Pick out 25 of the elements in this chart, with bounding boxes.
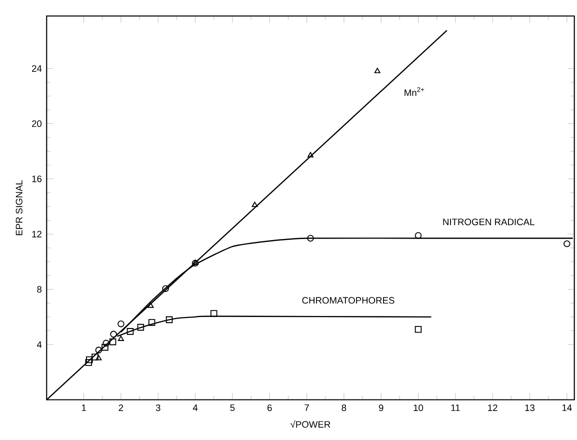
y-tick-label: 4 xyxy=(36,341,42,348)
x-tick-label: 13 xyxy=(525,404,535,412)
x-tick-label: 5 xyxy=(230,404,235,412)
y-tick-label: 16 xyxy=(32,176,42,182)
x-tick-label: 14 xyxy=(562,404,572,412)
x-tick-label: 7 xyxy=(304,404,309,412)
y-axis-title: EPR SIGNAL xyxy=(16,180,22,236)
y-tick-label: 12 xyxy=(32,230,42,238)
y-tick-label: 24 xyxy=(32,65,42,72)
x-tick-label: 4 xyxy=(192,404,198,412)
x-tick-label: 10 xyxy=(414,404,424,412)
series-label: CHROMATOPHORES xyxy=(302,297,394,304)
x-tick-label: 2 xyxy=(118,404,124,412)
x-axis-title: √POWER xyxy=(290,420,330,428)
x-tick-label: 6 xyxy=(268,404,272,412)
series-label: Mn$^{2+}$ xyxy=(404,87,424,96)
x-tick-label: 12 xyxy=(488,404,498,412)
y-tick-label: 8 xyxy=(37,286,42,293)
series-label: NITROGEN RADICAL xyxy=(443,218,534,226)
x-tick-label: 11 xyxy=(451,404,460,412)
x-tick-label: 8 xyxy=(342,404,346,412)
y-tick-label: 20 xyxy=(32,120,42,128)
x-tick-label: 1 xyxy=(82,404,86,412)
x-tick-label: 9 xyxy=(378,404,384,412)
x-tick-label: 3 xyxy=(156,404,160,412)
